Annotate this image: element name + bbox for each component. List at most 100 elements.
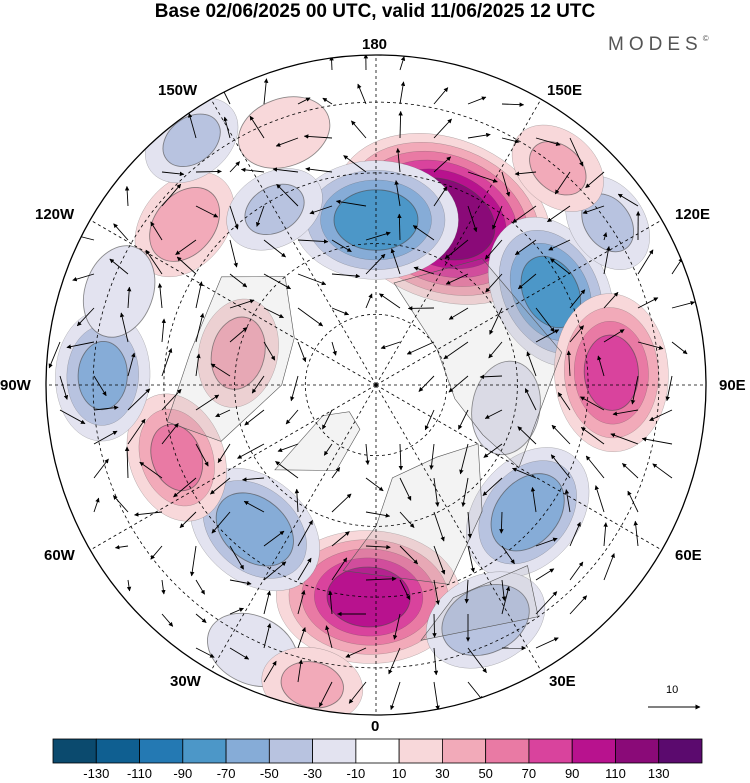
landmass <box>274 411 361 471</box>
wind-arrow <box>114 544 129 550</box>
lon-label-0: 0 <box>371 718 380 735</box>
wind-arrow <box>433 477 440 507</box>
brand-mark: © <box>702 33 709 43</box>
wind-arrow <box>671 257 683 275</box>
wind-arrow <box>195 443 209 467</box>
wind-arrow <box>351 120 367 139</box>
meridian <box>210 99 377 386</box>
wind-arrow <box>433 545 446 575</box>
wind-arrow <box>249 115 265 139</box>
lon-label-30e: 30E <box>549 673 576 690</box>
lon-label-30w: 30W <box>170 673 201 690</box>
wind-arrow <box>305 166 333 173</box>
wind-arrow <box>392 613 401 640</box>
colorbar-swatch <box>615 738 660 764</box>
colorbar-tick-label: -70 <box>216 766 236 781</box>
wind-arrow <box>240 167 265 173</box>
wind-arrow <box>357 83 367 105</box>
wind-arrow <box>272 167 299 173</box>
wind-arrow <box>223 116 231 139</box>
wind-arrow <box>263 78 269 105</box>
wind-arrow <box>379 293 401 309</box>
colorbar-tick-label: 130 <box>647 766 670 781</box>
wind-arrow <box>399 579 411 601</box>
wind-arrow <box>285 409 299 425</box>
wind-arrow <box>161 183 182 207</box>
wind-arrow <box>119 312 129 343</box>
colorbar-tick-label: 70 <box>521 766 537 781</box>
wind-arrow <box>548 239 571 251</box>
wind-arrow <box>93 430 118 445</box>
wind-arrow <box>210 363 231 377</box>
wind-arrow <box>290 375 299 402</box>
wind-arrow <box>566 350 572 377</box>
contour-level <box>583 334 639 411</box>
lon-label-90e: 90E <box>719 377 746 394</box>
wind-arrow <box>418 375 435 392</box>
wind-arrow <box>331 557 348 581</box>
wind-arrow <box>398 110 403 139</box>
wind-arrow <box>328 590 333 615</box>
wind-arrow <box>464 579 470 604</box>
wind-arrow <box>433 87 449 105</box>
wind-arrow <box>229 161 241 173</box>
wind-arrow <box>467 545 475 573</box>
wind-arrow <box>297 659 303 683</box>
wind-arrow <box>399 511 415 528</box>
wind-arrow <box>343 155 367 173</box>
wind-arrow <box>303 134 333 139</box>
brand-text: MODES <box>608 34 703 55</box>
colorbar-tick-label: -10 <box>346 766 366 781</box>
wind-arrow <box>380 341 401 350</box>
wind-arrow <box>331 493 352 513</box>
wind-arrow <box>433 186 448 207</box>
colorbar-swatch <box>95 738 140 764</box>
wind-arrow <box>641 437 673 445</box>
wind-arrow <box>263 307 284 319</box>
wind-arrow <box>535 537 558 547</box>
wind-arrow <box>652 463 673 479</box>
wind-arrow <box>637 341 664 350</box>
meridian <box>375 219 662 386</box>
wind-arrow <box>637 249 654 275</box>
contour-level <box>529 141 587 196</box>
wind-arrow <box>483 443 503 458</box>
wind-arrow <box>76 307 95 327</box>
wind-arrow <box>322 97 333 105</box>
lon-label-150e: 150E <box>547 82 583 99</box>
wind-arrow <box>127 388 151 411</box>
map-border <box>45 54 707 716</box>
contour-level <box>441 584 530 656</box>
coastlines <box>166 258 563 641</box>
anomaly-neg-90W <box>55 309 151 442</box>
wind-arrow <box>195 169 222 174</box>
wind-vectors <box>48 55 696 711</box>
wind-arrow <box>602 232 608 241</box>
wind-arrow <box>479 374 503 380</box>
lon-label-180: 180 <box>362 36 388 53</box>
wind-arrow <box>603 329 625 343</box>
meridian <box>90 219 377 386</box>
wind-arrow <box>323 443 333 456</box>
wind-arrow <box>297 589 306 615</box>
wind-arrow <box>671 300 696 309</box>
colorbar-swatch <box>441 738 487 764</box>
wind-arrow <box>514 239 537 256</box>
wind-arrow <box>195 613 207 623</box>
wind-arrow <box>517 426 537 445</box>
wind-arrow <box>617 193 639 207</box>
wind-arrow <box>597 355 605 377</box>
wind-arrow <box>585 171 605 189</box>
wind-arrow <box>124 446 130 479</box>
wind-arrow <box>331 531 350 547</box>
wind-arrow <box>569 521 581 547</box>
colorbar-swatch <box>658 738 703 764</box>
wind-arrow <box>484 239 503 260</box>
wind-arrow <box>365 544 391 550</box>
wind-arrow <box>263 530 285 547</box>
wind-arrow <box>445 273 469 285</box>
wind-arrow <box>467 171 498 183</box>
wind-arrow <box>467 647 487 673</box>
wind-arrow <box>394 180 401 207</box>
wind-arrow <box>93 375 107 397</box>
